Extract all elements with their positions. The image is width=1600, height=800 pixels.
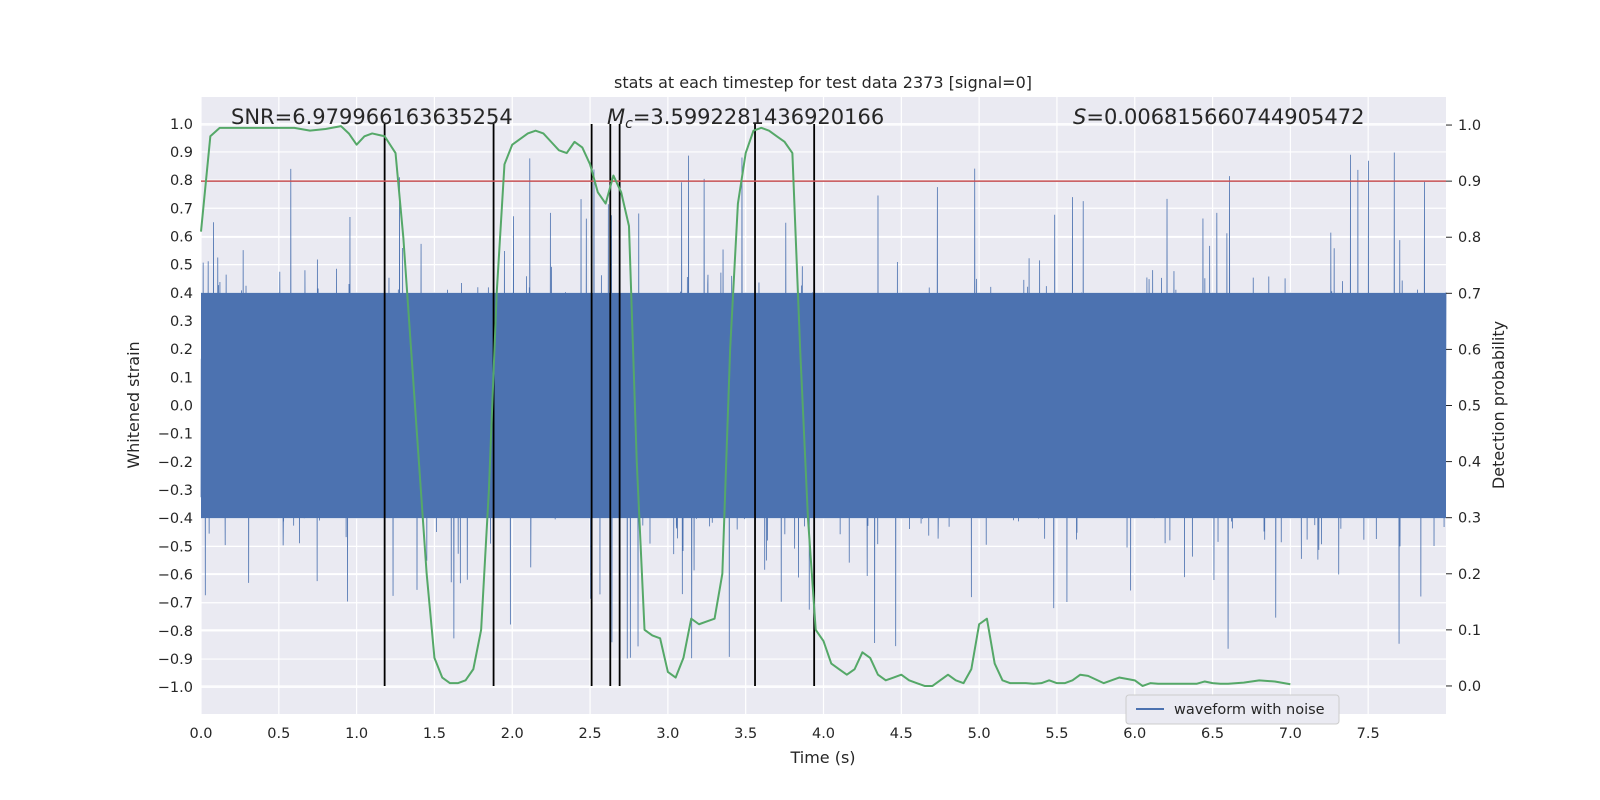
y2-tick-label: 0.1 bbox=[1458, 623, 1481, 639]
s-symbol: S bbox=[1073, 105, 1086, 129]
strain-series bbox=[200, 152, 1447, 659]
y2-axis-label: Detection probability bbox=[1489, 321, 1508, 489]
y-tick-label: 1.0 bbox=[170, 117, 193, 133]
y-tick-label: −0.1 bbox=[158, 427, 193, 443]
y-tick-label: 0.3 bbox=[170, 314, 193, 330]
probability-series bbox=[200, 125, 1291, 687]
x-tick-label: 2.5 bbox=[579, 726, 602, 742]
y-axis-label: Whitened strain bbox=[124, 341, 143, 468]
x-tick-label: 2.0 bbox=[501, 726, 524, 742]
y-tick-label: −0.2 bbox=[158, 455, 193, 471]
y-tick-label: 0.8 bbox=[170, 173, 193, 189]
y2-tick-label: 0.5 bbox=[1458, 399, 1481, 415]
x-tick-label: 1.0 bbox=[345, 726, 368, 742]
x-axis-label: Time (s) bbox=[789, 748, 855, 767]
y-tick-label: −0.8 bbox=[158, 624, 193, 640]
x-tick-label: 0.0 bbox=[189, 726, 212, 742]
x-tick-label: 0.5 bbox=[267, 726, 290, 742]
y-tick-label: −0.7 bbox=[158, 596, 193, 612]
y-tick-label: −0.6 bbox=[158, 568, 193, 584]
snr-annotation: SNR=6.979966163635254 bbox=[231, 105, 513, 129]
y2-tick-label: 0.7 bbox=[1458, 286, 1481, 302]
x-axis-ticks: 0.0 0.5 1.0 1.5 2.0 2.5 3.0 3.5 4.0 4.5 5.0 5.5 6.0 6… bbox=[189, 726, 1379, 742]
y2-tick-label: 0.4 bbox=[1458, 455, 1481, 471]
y-tick-label: −0.4 bbox=[158, 511, 193, 527]
probability-line bbox=[200, 125, 1291, 687]
mc-value: =3.5992281436920166 bbox=[633, 105, 884, 129]
x-tick-label: 7.5 bbox=[1357, 726, 1380, 742]
x-tick-label: 4.5 bbox=[890, 726, 913, 742]
y2-tick-label: 1.0 bbox=[1458, 118, 1481, 134]
y-tick-label: 0.7 bbox=[170, 201, 193, 217]
x-tick-label: 6.0 bbox=[1123, 726, 1146, 742]
legend-label: waveform with noise bbox=[1174, 702, 1325, 718]
y-axis-ticks: 1.0 0.9 0.8 0.7 0.6 0.5 0.4 0.3 0.2 0.1 0.0 −0.1 −0.… bbox=[158, 117, 193, 696]
s-annotation: S=0.006815660744905472 bbox=[1073, 105, 1364, 129]
y-tick-label: 0.0 bbox=[170, 399, 193, 415]
x-tick-label: 4.0 bbox=[812, 726, 835, 742]
y-tick-label: 0.6 bbox=[170, 229, 193, 245]
x-tick-label: 5.5 bbox=[1045, 726, 1068, 742]
legend-box bbox=[1125, 694, 1340, 725]
y-tick-label: 0.9 bbox=[170, 145, 193, 161]
x-tick-label: 3.5 bbox=[734, 726, 757, 742]
y-tick-label: 0.4 bbox=[170, 286, 193, 302]
y2-tick-label: 0.6 bbox=[1458, 342, 1481, 358]
x-tick-label: 5.0 bbox=[968, 726, 991, 742]
y2-axis-ticks: 1.0 0.9 0.8 0.7 0.6 0.5 0.4 0.3 0.2 0.1 0.0 bbox=[1446, 118, 1481, 695]
y-tick-label: −0.3 bbox=[158, 483, 193, 499]
vertical-lines bbox=[383, 124, 816, 686]
x-tick-label: 3.0 bbox=[656, 726, 679, 742]
mc-subscript: c bbox=[625, 116, 633, 132]
y2-tick-label: 0.0 bbox=[1458, 679, 1481, 695]
mc-symbol: M bbox=[607, 105, 625, 129]
mc-annotation: Mc=3.5992281436920166 bbox=[607, 105, 884, 132]
y-tick-label: −1.0 bbox=[158, 680, 193, 696]
s-value: =0.006815660744905472 bbox=[1086, 105, 1364, 129]
y2-tick-label: 0.2 bbox=[1458, 567, 1481, 583]
y2-tick-label: 0.9 bbox=[1458, 174, 1481, 190]
y-tick-label: 0.2 bbox=[170, 342, 193, 358]
x-tick-label: 1.5 bbox=[423, 726, 446, 742]
y-tick-label: −0.9 bbox=[158, 652, 193, 668]
annotations: SNR=6.979966163635254 Mc=3.5992281436920… bbox=[231, 105, 1364, 132]
strain-noise-core bbox=[201, 292, 1446, 519]
y2-tick-label: 0.8 bbox=[1458, 230, 1481, 246]
chart-title: stats at each timestep for test data 237… bbox=[614, 73, 1032, 92]
y-tick-label: 0.5 bbox=[170, 258, 193, 274]
x-tick-label: 6.5 bbox=[1201, 726, 1224, 742]
x-tick-label: 7.0 bbox=[1279, 726, 1302, 742]
legend: waveform with noise bbox=[1125, 694, 1340, 725]
y2-tick-label: 0.3 bbox=[1458, 511, 1481, 527]
y-tick-label: 0.1 bbox=[170, 370, 193, 386]
y-tick-label: −0.5 bbox=[158, 539, 193, 555]
